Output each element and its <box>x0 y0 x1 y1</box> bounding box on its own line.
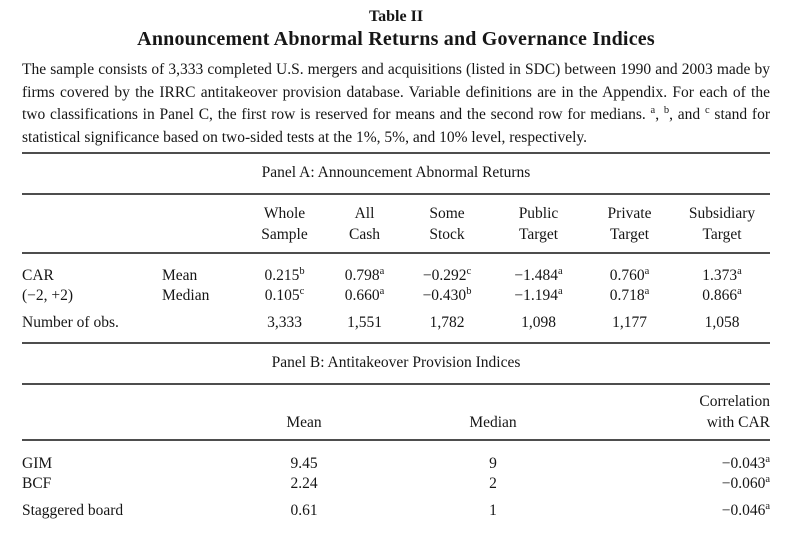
cell-value: 1,177 <box>612 314 647 331</box>
spacer <box>22 203 162 245</box>
rule-panel-b-header-bottom <box>22 439 770 441</box>
cell-value: 2 <box>489 475 497 492</box>
column-header-whole-sample: Whole Sample <box>261 205 308 243</box>
row-label: Number of obs. <box>22 314 119 331</box>
significance-sup-c: c <box>704 104 710 116</box>
cell-value: 9 <box>489 455 497 472</box>
cell-value: 3,333 <box>267 314 302 331</box>
column-header-subsidiary-target: Subsidiary Target <box>688 205 756 243</box>
rule-panel-a-header-top <box>22 193 770 195</box>
column-header-public-target: Public Target <box>518 205 559 243</box>
rule-panel-a-top <box>22 152 770 154</box>
rule-panel-a-header-bottom <box>22 252 770 254</box>
cell-value: 2.24 <box>290 475 318 492</box>
table-row-number-of-obs: Number of obs. 3,333 1,551 1,782 1,098 1… <box>22 313 770 333</box>
cell-value: 1,058 <box>704 314 740 331</box>
cell-value: 0.866a <box>702 285 742 304</box>
table-row-car-median: (−2, +2) Median 0.105c 0.660a −0.430b −1… <box>22 286 770 306</box>
table-row-car-mean: CAR Mean 0.215b 0.798a −0.292c −1.484a 0… <box>22 266 770 286</box>
cell-value: 0.61 <box>290 502 318 519</box>
significance-sup-a: a <box>650 104 656 116</box>
cell-value: 1,551 <box>347 314 382 331</box>
panel-b-title: Panel B: Antitakeover Provision Indices <box>271 354 521 371</box>
rule-panel-b-top <box>22 342 770 344</box>
cell-value: 0.760a <box>609 265 650 284</box>
row-label: (−2, +2) <box>22 287 74 304</box>
table-row-gim: GIM 9.45 9 −0.043a <box>22 454 770 474</box>
stat-label <box>162 313 242 333</box>
cell-value: 0.718a <box>609 285 650 304</box>
cell-value: 0.660a <box>344 285 385 304</box>
column-header-mean: Mean <box>286 414 322 431</box>
significance-sup-b: b <box>663 104 670 116</box>
table-row-staggered-board: Staggered board 0.61 1 −0.046a <box>22 501 770 521</box>
column-header-correlation-with-car: Correlation with CAR <box>699 393 770 431</box>
cell-value: −1.484a <box>514 265 563 284</box>
table-description: The sample consists of 3,333 completed U… <box>22 61 771 146</box>
stat-label: Median <box>162 287 210 304</box>
stat-label: Mean <box>162 267 198 284</box>
cell-value: 1 <box>489 502 497 519</box>
row-label: Staggered board <box>22 502 124 519</box>
cell-value: 1,098 <box>521 314 556 331</box>
cell-value: 0.215b <box>264 265 305 284</box>
cell-value: 0.105c <box>264 285 305 304</box>
panel-a-body: CAR Mean 0.215b 0.798a −0.292c −1.484a 0… <box>22 266 770 342</box>
cell-value: 0.798a <box>344 265 385 284</box>
column-header-median: Median <box>469 414 517 431</box>
rule-panel-b-header-top <box>22 383 770 385</box>
cell-value: −0.060a <box>721 473 770 492</box>
panel-b-body: GIM 9.45 9 −0.043a BCF 2.24 2 −0.060a St… <box>22 454 770 521</box>
description-text: The sample consists of 3,333 completed U… <box>22 61 770 123</box>
row-label: GIM <box>22 455 53 472</box>
row-label: BCF <box>22 475 52 492</box>
cell-value: −0.292c <box>422 265 472 284</box>
panel-a-column-headers: Whole Sample All Cash Some Stock Public Targ… <box>22 195 770 252</box>
panel-a-title: Panel A: Announcement Abnormal Returns <box>261 164 531 181</box>
column-header-all-cash: All Cash <box>349 205 380 243</box>
cell-value: 1.373a <box>702 265 742 284</box>
cell-value: −1.194a <box>514 285 563 304</box>
column-header-some-stock: Some Stock <box>429 205 465 243</box>
panel-b-column-headers: Mean Median Correlation with CAR <box>22 385 770 439</box>
cell-value: −0.043a <box>721 453 770 472</box>
cell-value: −0.046a <box>721 500 770 519</box>
table-row-bcf: BCF 2.24 2 −0.060a <box>22 474 770 494</box>
cell-value: 1,782 <box>429 314 465 331</box>
spacer <box>162 203 242 245</box>
cell-value: −0.430b <box>422 285 472 304</box>
table-title: Announcement Abnormal Returns and Govern… <box>137 28 655 50</box>
table-number: Table II <box>368 8 424 25</box>
row-label: CAR <box>22 267 54 284</box>
cell-value: 9.45 <box>290 455 318 472</box>
column-header-private-target: Private Target <box>607 205 652 243</box>
